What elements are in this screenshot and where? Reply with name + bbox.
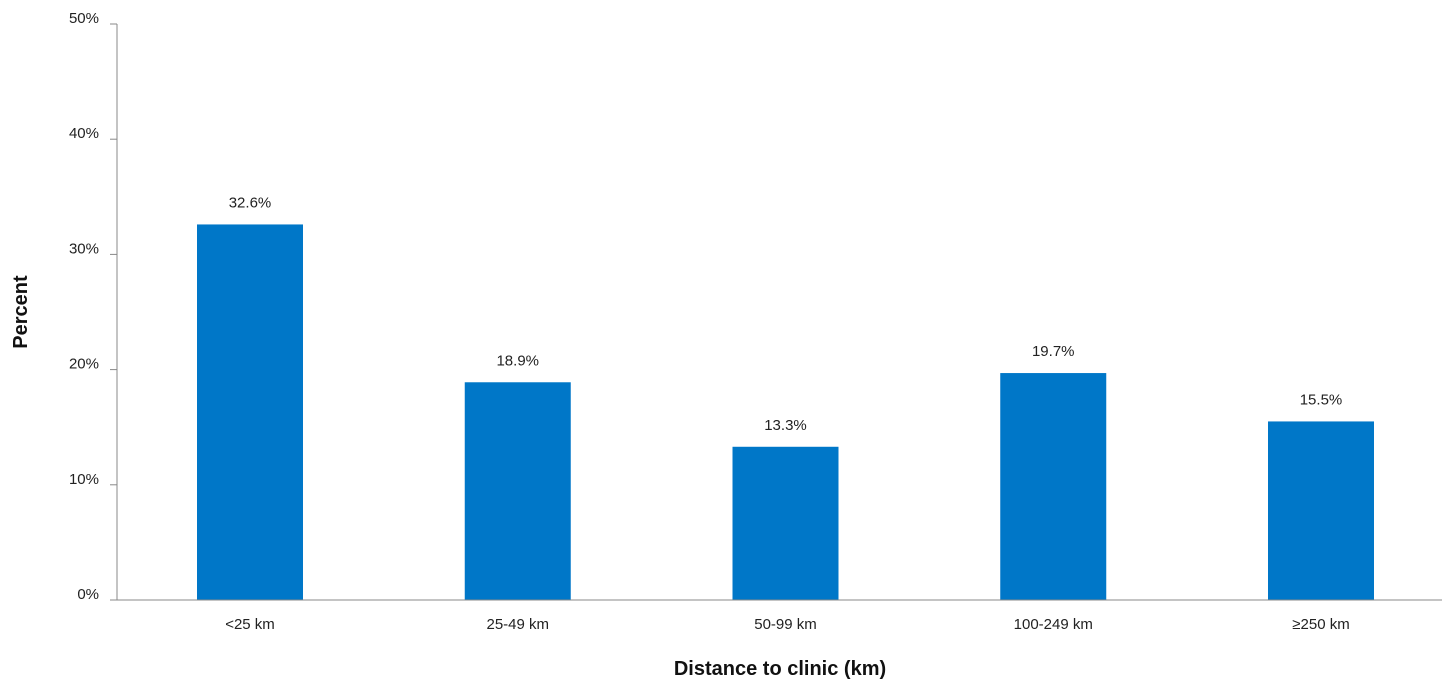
bar — [464, 382, 571, 600]
bar-data-label: 19.7% — [1032, 343, 1075, 360]
y-tick-label: 50% — [69, 10, 99, 27]
x-tick-label: 50-99 km — [754, 616, 817, 633]
y-tick-label: 10% — [69, 471, 99, 488]
bar-data-label: 13.3% — [764, 417, 807, 434]
x-axis-title: Distance to clinic (km) — [674, 658, 886, 679]
y-axis-title: Percent — [10, 275, 32, 349]
x-tick-label: <25 km — [225, 616, 275, 633]
bars — [197, 224, 1374, 600]
bar-data-label: 32.6% — [229, 194, 272, 211]
bar — [1268, 421, 1374, 600]
x-tick-label: 100-249 km — [1014, 616, 1093, 633]
bar — [1000, 373, 1107, 600]
x-axis-ticks: <25 km 25-49 km 50-99 km 100-249 km ≥250 km — [225, 616, 1350, 633]
x-tick-label: 25-49 km — [486, 616, 549, 633]
data-labels: 32.6% 18.9% 13.3% 19.7% 15.5% — [229, 194, 1343, 433]
bar — [197, 224, 303, 600]
y-tick-label: 0% — [77, 586, 99, 603]
y-tick-label: 30% — [69, 240, 99, 257]
x-tick-label: ≥250 km — [1292, 616, 1349, 633]
bar — [732, 446, 839, 600]
y-tick-label: 40% — [69, 125, 99, 142]
y-tick-label: 20% — [69, 356, 99, 373]
bar-data-label: 15.5% — [1300, 391, 1343, 408]
y-axis-ticks: 0% 10% 20% 30% 40% 50% — [69, 10, 117, 603]
bar-data-label: 18.9% — [496, 352, 539, 369]
